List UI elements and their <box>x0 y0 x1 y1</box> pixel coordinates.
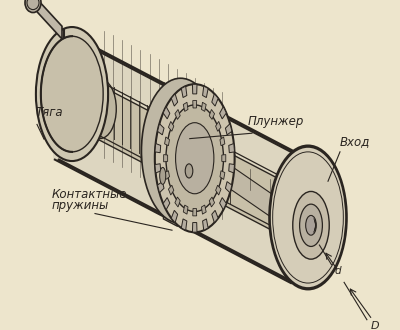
Polygon shape <box>216 185 221 195</box>
Ellipse shape <box>166 105 224 212</box>
Polygon shape <box>53 28 289 283</box>
Polygon shape <box>226 124 232 135</box>
Polygon shape <box>181 86 187 98</box>
Polygon shape <box>202 86 208 98</box>
Ellipse shape <box>142 78 220 223</box>
Polygon shape <box>183 205 188 214</box>
Polygon shape <box>35 0 62 39</box>
Polygon shape <box>202 219 208 230</box>
Polygon shape <box>164 137 170 146</box>
Polygon shape <box>155 164 161 173</box>
Polygon shape <box>222 154 226 162</box>
Ellipse shape <box>176 123 214 194</box>
Text: Плунжер: Плунжер <box>248 115 304 128</box>
Polygon shape <box>220 171 225 180</box>
Ellipse shape <box>160 167 166 184</box>
Ellipse shape <box>293 191 329 259</box>
Polygon shape <box>220 137 225 146</box>
Polygon shape <box>192 84 197 94</box>
Polygon shape <box>216 121 221 131</box>
Ellipse shape <box>308 214 316 231</box>
Polygon shape <box>203 147 303 239</box>
Polygon shape <box>163 198 170 210</box>
Ellipse shape <box>306 215 316 235</box>
Polygon shape <box>164 171 170 180</box>
Polygon shape <box>183 102 188 112</box>
Polygon shape <box>155 144 161 153</box>
Polygon shape <box>168 121 174 131</box>
Ellipse shape <box>270 147 346 288</box>
Polygon shape <box>212 94 218 106</box>
Ellipse shape <box>36 27 108 161</box>
Polygon shape <box>171 94 178 106</box>
Polygon shape <box>220 107 226 119</box>
Ellipse shape <box>41 36 103 152</box>
Polygon shape <box>229 164 234 173</box>
Ellipse shape <box>270 147 346 288</box>
Text: Тяга: Тяга <box>35 106 63 118</box>
Polygon shape <box>212 210 218 223</box>
Polygon shape <box>229 144 234 153</box>
Ellipse shape <box>301 203 323 242</box>
Ellipse shape <box>84 79 116 139</box>
Polygon shape <box>193 101 197 108</box>
Polygon shape <box>175 110 180 119</box>
Polygon shape <box>220 198 226 210</box>
Polygon shape <box>192 222 197 232</box>
Polygon shape <box>164 154 168 162</box>
Polygon shape <box>158 124 164 135</box>
Ellipse shape <box>300 204 322 247</box>
Polygon shape <box>168 185 174 195</box>
Polygon shape <box>181 219 187 230</box>
Ellipse shape <box>25 0 41 13</box>
Ellipse shape <box>185 164 193 178</box>
Polygon shape <box>209 110 214 119</box>
Polygon shape <box>92 81 281 235</box>
Text: d: d <box>335 266 341 276</box>
Text: Вход: Вход <box>340 135 370 148</box>
Polygon shape <box>226 182 232 193</box>
Polygon shape <box>175 197 180 207</box>
Text: Контактные: Контактные <box>52 188 128 201</box>
Polygon shape <box>163 107 170 119</box>
Ellipse shape <box>155 84 235 232</box>
Text: D: D <box>371 321 380 330</box>
Ellipse shape <box>295 191 329 254</box>
Polygon shape <box>202 205 206 214</box>
Text: пружины: пружины <box>52 199 109 212</box>
Polygon shape <box>158 182 164 193</box>
Polygon shape <box>171 210 178 223</box>
Polygon shape <box>193 209 197 216</box>
Polygon shape <box>209 197 214 207</box>
Polygon shape <box>202 102 206 112</box>
Polygon shape <box>164 83 178 226</box>
